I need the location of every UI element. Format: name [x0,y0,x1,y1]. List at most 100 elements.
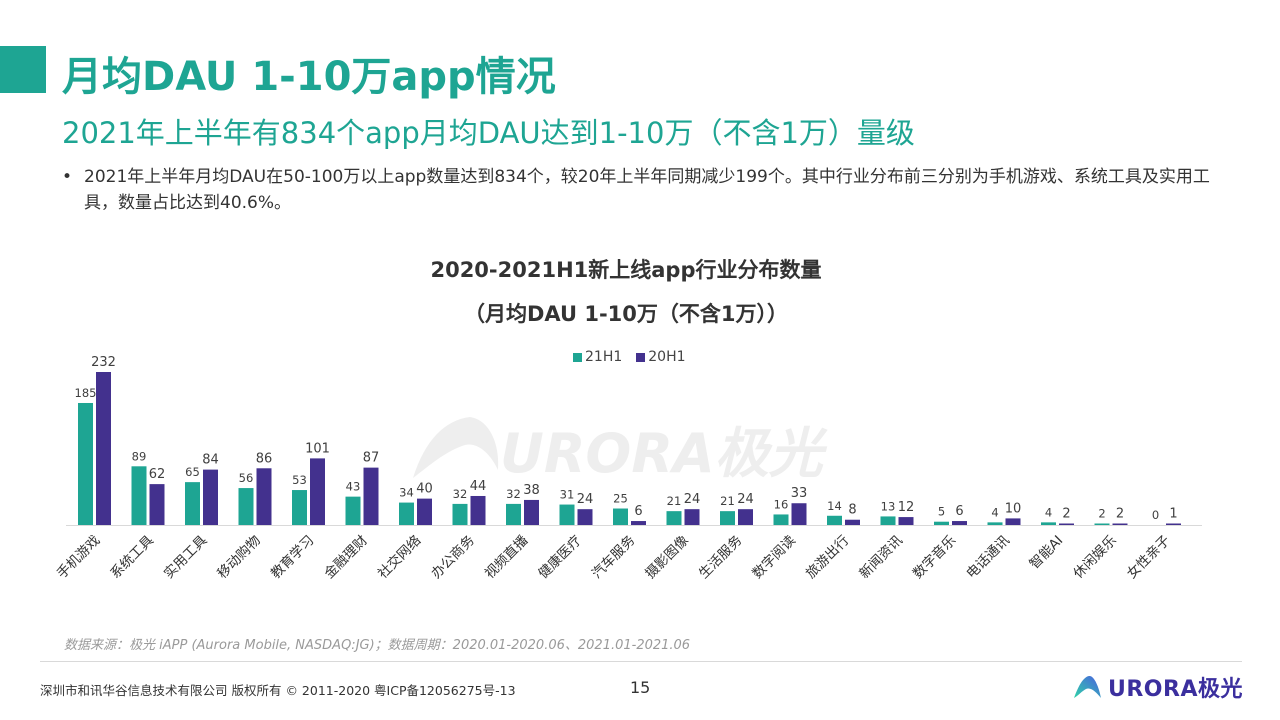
data-label-21h1-14: 14 [827,499,842,513]
title-accent-block [0,46,46,93]
bar-20h1-9 [577,509,593,525]
x-tick-label: 办公商务 [428,533,477,582]
bullet-dot-icon: • [62,167,73,187]
summary-bullet: • 2021年上半年月均DAU在50-100万以上app数量达到834个，较20… [62,164,1222,216]
bar-20h1-14 [845,519,860,525]
x-tick-label: 社交网络 [374,531,425,582]
bar-20h1-7 [470,495,486,525]
x-tick-label: 生活服务 [696,533,745,582]
legend-item-20h1: 20H1 [636,349,686,365]
footer-divider [40,661,1242,662]
bar-20h1-20 [1166,523,1181,525]
data-label-20h1-20: 1 [1169,507,1177,522]
legend-label-20h1: 20H1 [648,349,686,365]
bullet-text: 2021年上半年月均DAU在50-100万以上app数量达到834个，较20年上… [84,167,1210,213]
bar-21h1-17 [987,522,1003,525]
data-label-21h1-8: 32 [506,487,521,501]
x-tick-label: 手机游戏 [54,533,103,582]
bar-20h1-15 [898,517,914,525]
data-label-20h1-9: 24 [577,492,594,507]
data-label-20h1-14: 8 [848,503,856,518]
x-tick-label: 新闻资讯 [856,532,906,582]
bar-21h1-13 [773,514,789,525]
page-subtitle: 2021年上半年有834个app月均DAU达到1-10万（不含1万）量级 [62,116,915,150]
aurora-logo: URORA极光 [1072,671,1243,703]
data-label-20h1-13: 33 [791,486,808,501]
x-tick-label: 电话通讯 [963,532,1013,582]
data-label-20h1-7: 44 [470,479,487,494]
bar-20h1-5 [363,467,379,525]
data-label-21h1-9: 31 [560,488,575,502]
data-label-20h1-15: 12 [898,500,915,515]
chart-title: 2020-2021H1新上线app行业分布数量 [430,258,822,282]
data-label-21h1-13: 16 [774,497,789,511]
bar-20h1-0 [96,372,111,525]
data-label-21h1-11: 21 [667,494,682,508]
x-tick-label: 系统工具 [107,533,156,582]
x-tick-label: 实用工具 [161,533,210,582]
x-tick-label: 金融理财 [321,533,370,582]
data-label-20h1-18: 2 [1062,507,1070,522]
bar-21h1-4 [292,490,307,525]
watermark-text: URORA极光 [500,422,828,485]
bar-20h1-2 [203,469,218,525]
bar-21h1-5 [345,496,361,525]
bar-20h1-1 [149,484,165,525]
bar-20h1-8 [524,499,539,525]
data-label-20h1-2: 84 [202,453,219,468]
bar-21h1-2 [185,482,200,525]
chart-subtitle: （月均DAU 1-10万（不含1万）） [463,302,789,326]
bar-21h1-14 [827,515,842,525]
legend-item-21h1: 21H1 [573,349,622,365]
bar-21h1-6 [399,502,414,525]
data-label-20h1-17: 10 [1005,501,1022,516]
legend-label-21h1: 21H1 [585,349,623,365]
bar-21h1-0 [78,402,93,525]
bar-20h1-16 [952,521,967,525]
legend-swatch-21h1 [573,352,582,362]
bar-20h1-11 [684,509,700,525]
x-tick-label: 旅游出行 [803,533,852,582]
x-tick-label: 视频直播 [482,532,532,582]
x-tick-label: 数字音乐 [909,532,959,582]
bar-21h1-15 [880,516,896,525]
data-label-21h1-10: 25 [613,492,628,506]
bar-21h1-18 [1041,522,1056,525]
logo-text: URORA极光 [1108,677,1243,702]
bar-21h1-19 [1094,523,1110,525]
watermark-logo-icon [413,417,499,478]
x-tick-label: 女性亲子 [1123,532,1173,582]
bar-21h1-3 [238,488,254,525]
data-label-20h1-6: 40 [416,482,433,497]
data-label-20h1-10: 6 [634,504,642,519]
x-tick-label: 移动购物 [214,533,263,582]
chart-legend: 21H1 20H1 [573,349,686,365]
data-label-21h1-5: 43 [346,480,361,494]
x-tick-label: 智能AI [1027,533,1067,573]
bar-21h1-7 [452,503,468,525]
x-tick-label: 汽车服务 [588,532,638,582]
x-tick-label: 休闲娱乐 [1070,533,1119,582]
data-label-21h1-4: 53 [292,473,307,487]
data-label-21h1-17: 4 [991,505,998,519]
data-label-20h1-3: 86 [256,451,273,466]
data-label-20h1-1: 62 [149,467,166,482]
data-label-20h1-12: 24 [737,492,754,507]
data-label-20h1-11: 24 [684,492,701,507]
bar-21h1-11 [666,511,682,525]
bar-21h1-12 [720,511,735,525]
data-label-20h1-16: 6 [955,504,963,519]
data-label-21h1-16: 5 [938,505,945,519]
x-tick-label: 摄影图像 [642,532,692,582]
data-label-21h1-0: 185 [75,386,97,400]
data-label-21h1-3: 56 [239,471,254,485]
data-label-21h1-12: 21 [720,494,735,508]
bar-20h1-6 [417,498,432,525]
data-label-21h1-18: 4 [1045,505,1052,519]
page-title: 月均DAU 1-10万app情况 [62,54,556,100]
data-label-20h1-19: 2 [1116,507,1124,522]
watermark: URORA极光 [413,417,828,485]
legend-swatch-20h1 [636,352,646,362]
x-tick-label: 数字阅读 [749,533,798,582]
